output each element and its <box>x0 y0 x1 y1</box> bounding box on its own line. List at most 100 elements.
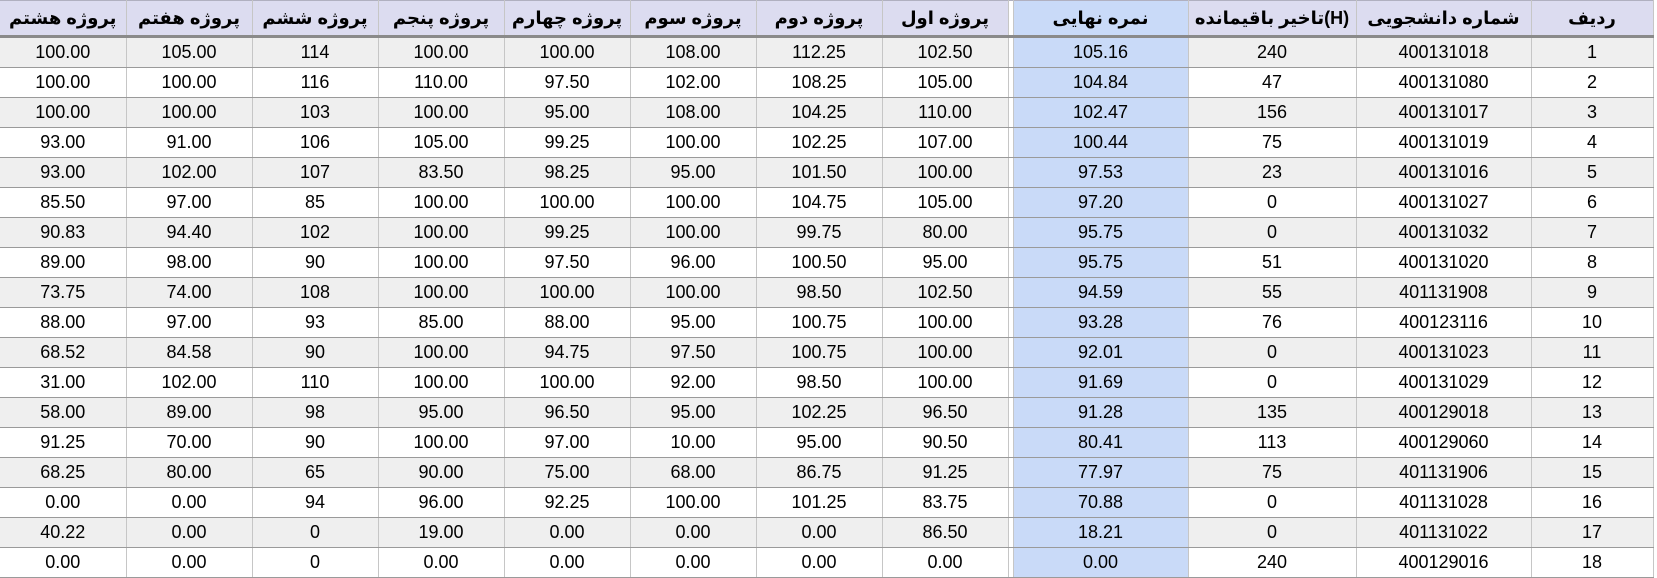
project-4-cell[interactable]: 100.00 <box>504 36 631 68</box>
project-6-cell[interactable]: 0 <box>252 547 379 578</box>
project-3-cell[interactable]: 100.00 <box>630 127 757 158</box>
project-3-cell[interactable]: 96.00 <box>630 247 757 278</box>
project-2-cell[interactable]: 100.75 <box>756 307 883 338</box>
row-number-cell[interactable]: 8 <box>1531 247 1654 278</box>
project-4-cell[interactable]: 100.00 <box>504 277 631 308</box>
project-5-cell[interactable]: 95.00 <box>378 397 505 428</box>
project-4-cell[interactable]: 92.25 <box>504 487 631 518</box>
project-7-cell[interactable]: 74.00 <box>126 277 253 308</box>
project-6-cell[interactable]: 110 <box>252 367 379 398</box>
project-7-cell[interactable]: 80.00 <box>126 457 253 488</box>
row-number-cell[interactable]: 7 <box>1531 217 1654 248</box>
col-header-project-6[interactable]: پروژه ششم <box>252 0 379 38</box>
final-grade-cell[interactable]: 102.47 <box>1013 97 1189 128</box>
project-5-cell[interactable]: 96.00 <box>378 487 505 518</box>
project-5-cell[interactable]: 83.50 <box>378 157 505 188</box>
project-1-cell[interactable]: 95.00 <box>882 247 1009 278</box>
row-number-cell[interactable]: 13 <box>1531 397 1654 428</box>
project-1-cell[interactable]: 80.00 <box>882 217 1009 248</box>
project-8-cell[interactable]: 90.83 <box>0 217 127 248</box>
student-id-cell[interactable]: 400123116 <box>1356 307 1532 338</box>
project-3-cell[interactable]: 97.50 <box>630 337 757 368</box>
row-number-cell[interactable]: 18 <box>1531 547 1654 578</box>
project-2-cell[interactable]: 102.25 <box>756 397 883 428</box>
project-5-cell[interactable]: 100.00 <box>378 427 505 458</box>
project-4-cell[interactable]: 100.00 <box>504 187 631 218</box>
student-id-cell[interactable]: 400131029 <box>1356 367 1532 398</box>
final-grade-cell[interactable]: 100.44 <box>1013 127 1189 158</box>
project-3-cell[interactable]: 100.00 <box>630 187 757 218</box>
project-4-cell[interactable]: 97.50 <box>504 67 631 98</box>
student-id-cell[interactable]: 400131017 <box>1356 97 1532 128</box>
remaining-delay-cell[interactable]: 47 <box>1188 67 1357 98</box>
final-grade-cell[interactable]: 95.75 <box>1013 217 1189 248</box>
row-number-cell[interactable]: 10 <box>1531 307 1654 338</box>
project-5-cell[interactable]: 100.00 <box>378 367 505 398</box>
project-7-cell[interactable]: 100.00 <box>126 67 253 98</box>
remaining-delay-cell[interactable]: 76 <box>1188 307 1357 338</box>
project-5-cell[interactable]: 100.00 <box>378 337 505 368</box>
remaining-delay-cell[interactable]: 156 <box>1188 97 1357 128</box>
project-7-cell[interactable]: 102.00 <box>126 367 253 398</box>
project-1-cell[interactable]: 83.75 <box>882 487 1009 518</box>
final-grade-cell[interactable]: 97.20 <box>1013 187 1189 218</box>
project-1-cell[interactable]: 105.00 <box>882 187 1009 218</box>
project-6-cell[interactable]: 85 <box>252 187 379 218</box>
student-id-cell[interactable]: 400131080 <box>1356 67 1532 98</box>
project-8-cell[interactable]: 68.52 <box>0 337 127 368</box>
project-6-cell[interactable]: 90 <box>252 427 379 458</box>
project-8-cell[interactable]: 100.00 <box>0 36 127 68</box>
project-4-cell[interactable]: 75.00 <box>504 457 631 488</box>
project-4-cell[interactable]: 0.00 <box>504 517 631 548</box>
project-4-cell[interactable]: 98.25 <box>504 157 631 188</box>
student-id-cell[interactable]: 401131908 <box>1356 277 1532 308</box>
project-2-cell[interactable]: 102.25 <box>756 127 883 158</box>
final-grade-cell[interactable]: 94.59 <box>1013 277 1189 308</box>
project-6-cell[interactable]: 107 <box>252 157 379 188</box>
project-4-cell[interactable]: 99.25 <box>504 217 631 248</box>
final-grade-cell[interactable]: 95.75 <box>1013 247 1189 278</box>
row-number-cell[interactable]: 16 <box>1531 487 1654 518</box>
row-number-cell[interactable]: 17 <box>1531 517 1654 548</box>
project-1-cell[interactable]: 0.00 <box>882 547 1009 578</box>
project-7-cell[interactable]: 0.00 <box>126 547 253 578</box>
project-7-cell[interactable]: 0.00 <box>126 487 253 518</box>
project-1-cell[interactable]: 102.50 <box>882 36 1009 68</box>
project-1-cell[interactable]: 102.50 <box>882 277 1009 308</box>
project-7-cell[interactable]: 84.58 <box>126 337 253 368</box>
remaining-delay-cell[interactable]: 75 <box>1188 457 1357 488</box>
project-3-cell[interactable]: 100.00 <box>630 277 757 308</box>
project-6-cell[interactable]: 116 <box>252 67 379 98</box>
project-1-cell[interactable]: 105.00 <box>882 67 1009 98</box>
col-header-project-4[interactable]: پروژه چهارم <box>504 0 631 38</box>
project-6-cell[interactable]: 0 <box>252 517 379 548</box>
project-2-cell[interactable]: 86.75 <box>756 457 883 488</box>
project-8-cell[interactable]: 0.00 <box>0 547 127 578</box>
project-8-cell[interactable]: 100.00 <box>0 67 127 98</box>
project-3-cell[interactable]: 0.00 <box>630 517 757 548</box>
project-1-cell[interactable]: 100.00 <box>882 157 1009 188</box>
final-grade-cell[interactable]: 92.01 <box>1013 337 1189 368</box>
project-3-cell[interactable]: 0.00 <box>630 547 757 578</box>
project-1-cell[interactable]: 100.00 <box>882 337 1009 368</box>
project-1-cell[interactable]: 86.50 <box>882 517 1009 548</box>
project-1-cell[interactable]: 107.00 <box>882 127 1009 158</box>
project-2-cell[interactable]: 101.25 <box>756 487 883 518</box>
project-8-cell[interactable]: 100.00 <box>0 97 127 128</box>
project-2-cell[interactable]: 100.50 <box>756 247 883 278</box>
project-8-cell[interactable]: 31.00 <box>0 367 127 398</box>
project-8-cell[interactable]: 88.00 <box>0 307 127 338</box>
project-5-cell[interactable]: 100.00 <box>378 217 505 248</box>
col-header-project-8[interactable]: پروژه هشتم <box>0 0 127 38</box>
final-grade-cell[interactable]: 97.53 <box>1013 157 1189 188</box>
project-7-cell[interactable]: 100.00 <box>126 97 253 128</box>
row-number-cell[interactable]: 9 <box>1531 277 1654 308</box>
project-4-cell[interactable]: 94.75 <box>504 337 631 368</box>
student-id-cell[interactable]: 400129018 <box>1356 397 1532 428</box>
project-3-cell[interactable]: 95.00 <box>630 307 757 338</box>
project-7-cell[interactable]: 97.00 <box>126 187 253 218</box>
project-3-cell[interactable]: 68.00 <box>630 457 757 488</box>
project-6-cell[interactable]: 94 <box>252 487 379 518</box>
project-3-cell[interactable]: 92.00 <box>630 367 757 398</box>
project-7-cell[interactable]: 70.00 <box>126 427 253 458</box>
